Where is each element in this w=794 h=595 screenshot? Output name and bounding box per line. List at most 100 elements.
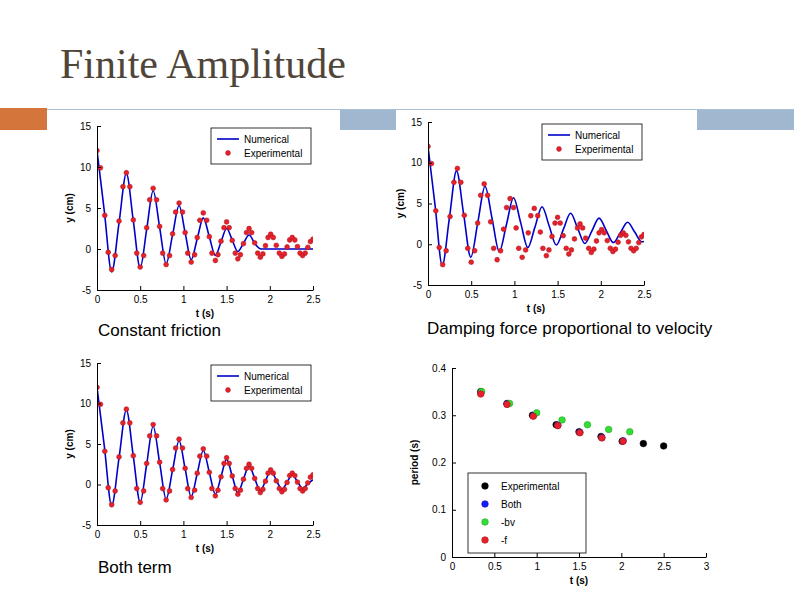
- data-point: [204, 218, 209, 223]
- data-point: [138, 265, 143, 270]
- legend-swatch: [557, 147, 562, 152]
- data-point: [550, 234, 555, 239]
- data-point: [498, 248, 503, 253]
- x-tick: 0.5: [488, 553, 502, 572]
- legend: NumericalExperimental: [211, 128, 311, 164]
- y-tick-label: 10: [80, 162, 92, 173]
- y-tick: -5: [82, 285, 101, 296]
- data-point: [523, 248, 528, 253]
- data-point: [151, 186, 156, 191]
- data-point: [109, 267, 114, 272]
- y-tick: 10: [80, 398, 101, 409]
- data-point: [102, 213, 107, 218]
- panel-background: [400, 112, 658, 322]
- x-tick-label: 1.5: [220, 529, 234, 540]
- data-point: [274, 243, 279, 248]
- data-point: [433, 208, 438, 213]
- x-tick-label: 1.5: [551, 289, 565, 300]
- data-point: [183, 230, 188, 235]
- y-tick-mark: [97, 290, 101, 291]
- data-point: [117, 455, 122, 460]
- x-tick-label: 2.5: [638, 289, 652, 300]
- data-point: [285, 480, 290, 485]
- data-point: [207, 234, 212, 239]
- data-point: [213, 493, 218, 498]
- y-tick-mark: [428, 244, 432, 245]
- x-tick-mark: [140, 521, 141, 525]
- data-point: [195, 471, 200, 476]
- legend-swatch: [226, 388, 231, 393]
- data-point: [478, 193, 483, 198]
- data-point: [189, 495, 194, 500]
- data-point: [219, 239, 224, 244]
- legend-label: Both: [501, 499, 522, 510]
- x-tick-label: 2.5: [307, 294, 321, 305]
- data-point: [583, 236, 588, 241]
- y-tick-label: 5: [85, 203, 91, 214]
- y-axis: -5051015: [80, 358, 101, 531]
- data-point: [177, 201, 182, 206]
- data-point: [491, 246, 496, 251]
- slide: Finite Amplitude00.511.522.5-5051015t (s…: [0, 0, 794, 595]
- data-point: [160, 486, 165, 491]
- x-tick: 0.5: [134, 286, 148, 305]
- data-point: [271, 235, 276, 240]
- data-point: [117, 219, 122, 224]
- data-point: [230, 238, 235, 243]
- x-tick: 2: [599, 281, 605, 300]
- x-tick-mark: [494, 553, 495, 557]
- legend-label: -bv: [501, 517, 515, 528]
- data-point: [102, 449, 107, 454]
- data-point: [553, 221, 558, 226]
- data-point: [241, 477, 246, 482]
- x-tick-mark: [706, 553, 707, 557]
- data-point: [164, 497, 169, 502]
- data-point: [504, 205, 509, 210]
- data-point: [201, 446, 206, 451]
- x-tick: 2.5: [307, 521, 321, 540]
- y-tick-mark: [97, 126, 101, 127]
- x-axis-line: [98, 290, 314, 291]
- data-point: [305, 480, 310, 485]
- data-point: [109, 502, 114, 507]
- data-point: [660, 443, 667, 450]
- data-point: [485, 193, 490, 198]
- y-tick-label: 15: [80, 358, 92, 369]
- accent-orange: [0, 108, 47, 130]
- x-axis-label: t (s): [196, 308, 214, 319]
- legend-box: [211, 128, 311, 164]
- x-tick-label: 2.5: [657, 561, 671, 572]
- data-point: [113, 253, 118, 258]
- chart-panel: 00.511.522.5300.10.20.30.4t (s)period (s…: [400, 352, 730, 592]
- x-tick-mark: [313, 286, 314, 290]
- data-point: [207, 470, 212, 475]
- background: [0, 0, 794, 595]
- data-point: [444, 248, 449, 253]
- data-point: [452, 180, 457, 185]
- y-axis-label: y (cm): [64, 193, 75, 222]
- legend-swatch: [548, 134, 570, 136]
- data-point: [233, 486, 238, 491]
- data-point: [141, 253, 146, 258]
- y-tick-mark: [452, 415, 456, 416]
- data-point: [577, 429, 584, 436]
- data-point: [501, 227, 506, 232]
- data-point: [144, 225, 149, 230]
- data-point: [292, 473, 297, 478]
- data-point: [541, 246, 546, 251]
- data-point: [311, 472, 313, 477]
- data-point: [569, 248, 574, 253]
- y-axis: -5051015: [80, 121, 101, 296]
- x-tick-label: 1: [512, 289, 518, 300]
- x-tick: 1: [534, 553, 540, 572]
- x-tick: 0.5: [134, 521, 148, 540]
- y-tick-label: 0: [416, 239, 422, 250]
- x-tick: 2.5: [307, 286, 321, 305]
- x-tick: 1.5: [551, 281, 565, 300]
- data-point: [197, 218, 202, 223]
- x-tick-mark: [313, 521, 314, 525]
- data-point: [504, 401, 511, 408]
- data-point: [455, 166, 460, 171]
- y-tick-mark: [97, 404, 101, 405]
- x-tick-label: 1: [181, 294, 187, 305]
